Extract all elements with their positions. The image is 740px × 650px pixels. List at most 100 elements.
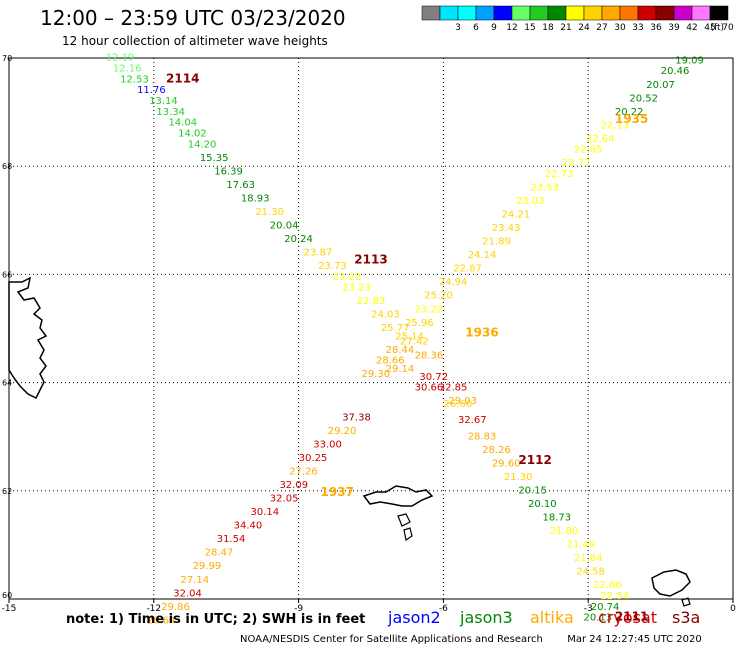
wave-height-point: 21.80 bbox=[550, 526, 579, 537]
colorbar-tick-label: 21 bbox=[560, 23, 571, 33]
wave-height-point: 24.94 bbox=[439, 277, 468, 288]
wave-height-point: 30.66 bbox=[415, 383, 444, 394]
wave-height-point: 29.14 bbox=[386, 364, 415, 375]
wave-height-point: 28.83 bbox=[468, 431, 497, 442]
wave-height-point: 23.23 bbox=[342, 283, 371, 294]
colorbar-tick-label: 42 bbox=[686, 23, 697, 33]
colorbar-tick-label: 3 bbox=[455, 23, 461, 33]
wave-height-point: 30.14 bbox=[250, 507, 279, 518]
legend-entry-altika: altika bbox=[530, 608, 574, 627]
wave-height-point: 13.34 bbox=[156, 107, 185, 118]
land-outlines bbox=[8, 276, 691, 607]
wave-height-point: 15.35 bbox=[200, 153, 229, 164]
wave-height-point: 22.87 bbox=[453, 264, 482, 275]
wave-height-point: 27.26 bbox=[289, 467, 318, 478]
wave-height-point: 16.39 bbox=[214, 166, 243, 177]
wave-height-point: 18.73 bbox=[543, 513, 572, 524]
latitude-tick-label: 68 bbox=[2, 162, 12, 171]
colorbar-tick-label: 45 bbox=[704, 23, 715, 33]
track-id-labels: 2114 2113 1935 1936 1937 2112 2111 bbox=[166, 71, 648, 623]
wave-height-point: 26.60 bbox=[444, 399, 473, 410]
wave-height-point: 17.63 bbox=[226, 180, 255, 191]
footnote: note: 1) Time is in UTC; 2) SWH is in fe… bbox=[66, 612, 366, 627]
wave-height-point: 30.72 bbox=[419, 372, 448, 383]
longitude-tick-label: -6 bbox=[439, 604, 448, 614]
wave-height-point: 19.09 bbox=[675, 55, 704, 66]
colorbar-tick-label: 6 bbox=[473, 23, 479, 33]
wave-height-point: 29.99 bbox=[193, 561, 222, 572]
wave-height-point: 20.22 bbox=[615, 107, 644, 118]
colorbar-tick-label: 70 bbox=[722, 23, 734, 33]
wave-height-point: 14.20 bbox=[188, 139, 217, 150]
latitude-tick-label: 62 bbox=[2, 487, 12, 496]
latitude-tick-label: 60 bbox=[2, 591, 12, 600]
wave-height-point: 28.64 bbox=[147, 615, 176, 626]
wave-height-point: 28.26 bbox=[482, 445, 511, 456]
generated-timestamp: Mar 24 12:27:45 UTC 2020 bbox=[567, 634, 702, 645]
colorbar-tick-label: 18 bbox=[542, 23, 554, 33]
colorbar-tick-label: 36 bbox=[650, 23, 662, 33]
wave-height-point: 31.54 bbox=[217, 534, 246, 545]
wave-height-point: 22.83 bbox=[357, 296, 386, 307]
wave-height-point: 32.67 bbox=[458, 415, 487, 426]
faroe-islet-a bbox=[397, 513, 411, 527]
wave-height-point: 21.30 bbox=[504, 472, 533, 483]
colorbar-tick-label: 27 bbox=[596, 23, 607, 33]
wave-height-point: 28.47 bbox=[205, 548, 234, 559]
wave-height-point: 33.00 bbox=[313, 440, 342, 451]
colorbar-tick-label: 33 bbox=[632, 23, 643, 33]
wave-height-point: 20.10 bbox=[528, 499, 557, 510]
wave-height-point: 24.14 bbox=[468, 250, 497, 261]
legend-entry-s3a: s3a bbox=[672, 608, 701, 627]
wave-height-point: 37.38 bbox=[342, 412, 371, 423]
wave-height-point: 23.53 bbox=[530, 183, 559, 194]
wave-height-point: 23.73 bbox=[318, 261, 347, 272]
wave-height-point: 28.44 bbox=[386, 345, 415, 356]
wave-height-point: 24.21 bbox=[501, 210, 530, 221]
wave-height-point: 34.40 bbox=[234, 521, 263, 532]
wave-height-point: 11.76 bbox=[137, 85, 166, 96]
legend-entry-jason3: jason3 bbox=[460, 608, 513, 627]
wave-height-labels: 12.1912.1612.5311.7613.1413.3414.0414.02… bbox=[106, 53, 704, 627]
page-title: 12:00 – 23:59 UTC 03/23/2020 bbox=[40, 6, 346, 30]
wave-height-point: 27.14 bbox=[181, 575, 210, 586]
legend-entry-jason2: jason2 bbox=[388, 608, 441, 627]
colorbar-tick-label: 39 bbox=[668, 23, 680, 33]
credit-line: NOAA/NESDIS Center for Satellite Applica… bbox=[240, 634, 702, 645]
wave-height-point: 32.09 bbox=[279, 480, 308, 491]
wave-height-point: 20.46 bbox=[661, 66, 690, 77]
wave-height-point: 22.54 bbox=[600, 591, 629, 602]
wave-height-point: 29.60 bbox=[492, 458, 521, 469]
wave-height-point: 32.85 bbox=[439, 383, 468, 394]
wave-height-point: 22.77 bbox=[562, 158, 591, 169]
wave-height-point: 22.85 bbox=[574, 145, 603, 156]
wave-height-point: 21.89 bbox=[482, 237, 511, 248]
wave-height-point: 12.19 bbox=[106, 53, 135, 64]
wave-height-point: 12.16 bbox=[113, 64, 142, 75]
wave-height-point: 25.14 bbox=[395, 331, 424, 342]
wave-height-point: 14.02 bbox=[178, 128, 207, 139]
longitude-tick-label: -15 bbox=[2, 604, 17, 614]
wave-height-point: 32.04 bbox=[173, 588, 202, 599]
wave-height-point: 28.66 bbox=[376, 356, 405, 367]
color-scale-bar: 3 6 9 12 15 18 21 24 27 30 33 36 39 42 45 70(ft) bbox=[421, 5, 734, 33]
wave-height-point: 20.52 bbox=[629, 93, 658, 104]
track-id-label: 1937 bbox=[321, 485, 354, 499]
latitude-tick-label: 64 bbox=[2, 379, 12, 388]
wave-height-point: 21.49 bbox=[567, 540, 596, 551]
wave-height-point: 23.43 bbox=[492, 223, 521, 234]
wave-height-point: 29.03 bbox=[448, 396, 477, 407]
wave-height-point: 25.20 bbox=[424, 291, 453, 302]
track-id-label: 2114 bbox=[166, 71, 199, 85]
wave-height-point: 28.36 bbox=[415, 350, 444, 361]
track-id-label: 1935 bbox=[615, 112, 648, 126]
map-frame bbox=[8, 57, 734, 600]
colorbar-swatch bbox=[709, 5, 729, 21]
wave-height-point: 23.87 bbox=[304, 247, 333, 258]
colorbar-tick-label: 24 bbox=[578, 23, 590, 33]
wave-height-point: 20.15 bbox=[518, 486, 547, 497]
wave-height-point: 22.13 bbox=[600, 120, 629, 131]
track-id-label: 2112 bbox=[518, 453, 551, 467]
wave-height-point: 25.96 bbox=[405, 318, 434, 329]
